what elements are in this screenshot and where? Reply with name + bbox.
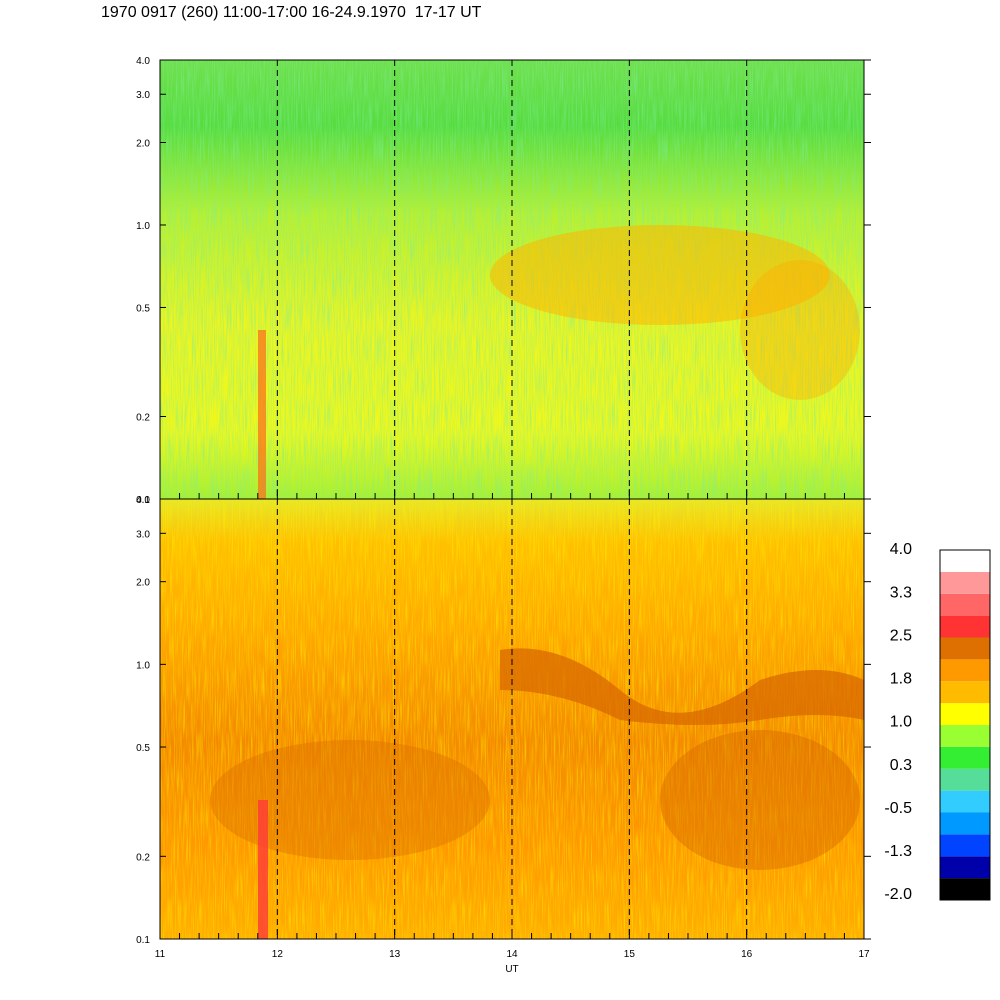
bottom-panel-dark-patch-2 <box>660 730 860 870</box>
colorbar-swatch <box>940 768 990 791</box>
x-tick-label: 14 <box>506 949 518 960</box>
y-tick-label: 3.0 <box>136 529 150 540</box>
bottom-panel-red-streak <box>258 800 268 939</box>
colorbar-label: 1.0 <box>890 714 912 731</box>
x-tick-label: 17 <box>858 949 870 960</box>
colorbar-swatch <box>940 790 990 813</box>
top-spectrogram-panel: 0.1 0.2 0.5 1.0 2.0 3.0 4.0 <box>136 56 871 506</box>
top-x-minor-ticks <box>159 489 865 499</box>
top-panel-orange-patch-2 <box>740 260 860 400</box>
top-panel-orange-patch <box>490 225 830 325</box>
plot-title: 1970 0917 (260) 11:00-17:00 16-24.9.1970… <box>101 4 482 21</box>
bottom-hour-marker-lines <box>276 499 748 939</box>
colorbar-labels: 4.0 3.3 2.5 1.8 1.0 0.3 -0.5 -1.3 -2.0 <box>884 541 912 903</box>
x-tick-label: 15 <box>624 949 636 960</box>
colorbar-swatch <box>940 812 990 835</box>
colorbar-swatch <box>940 659 990 682</box>
colorbar-swatch <box>940 703 990 725</box>
x-axis-title: UT <box>505 964 518 975</box>
colorbar-label: 2.5 <box>890 627 912 644</box>
colorbar-frame <box>939 549 991 901</box>
colorbar-swatch <box>940 725 990 747</box>
colorbar-label: -2.0 <box>884 886 912 903</box>
x-tick-label: 13 <box>389 949 401 960</box>
y-tick-label: 3.0 <box>136 90 150 101</box>
y-tick-label: 0.2 <box>136 413 150 424</box>
y-tick-label: 1.0 <box>136 221 150 232</box>
colorbar-label: 4.0 <box>890 541 912 558</box>
x-tick-label: 12 <box>272 949 284 960</box>
bottom-spectrogram-panel: 0.1 0.2 0.5 1.0 2.0 3.0 4.0 11 12 13 14 15 16 17 UT <box>136 495 871 975</box>
bottom-panel-dark-band <box>500 648 864 725</box>
y-tick-label: 4.0 <box>136 495 150 506</box>
colorbar-swatch <box>940 593 990 616</box>
bottom-x-axis: 11 12 13 14 15 16 17 <box>155 929 870 960</box>
colorbar-swatch <box>940 681 990 704</box>
y-tick-label: 0.5 <box>136 303 150 314</box>
y-tick-label: 0.1 <box>136 495 150 506</box>
y-tick-label: 4.0 <box>136 56 150 67</box>
bottom-panel-frame <box>159 498 865 940</box>
y-tick-label: 1.0 <box>136 660 150 671</box>
colorbar-swatch <box>940 571 990 594</box>
colorbar-swatch <box>940 834 990 857</box>
y-tick-label: 0.1 <box>136 935 150 946</box>
colorbar-swatch <box>940 878 990 900</box>
colorbar-swatch <box>940 856 990 879</box>
colorbar-label: -0.5 <box>884 800 912 817</box>
top-panel-red-streak <box>258 330 266 499</box>
y-tick-label: 2.0 <box>136 578 150 589</box>
y-tick-label: 0.5 <box>136 743 150 754</box>
colorbar-label: 1.8 <box>890 671 912 688</box>
colorbar-swatch <box>940 746 990 769</box>
colorbar-label: 3.3 <box>890 584 912 601</box>
bottom-panel-dark-patch <box>210 740 490 860</box>
colorbar-label: 0.3 <box>890 757 912 774</box>
y-tick-label: 0.2 <box>136 852 150 863</box>
y-tick-label: 2.0 <box>136 138 150 149</box>
colorbar-swatch <box>940 550 990 572</box>
x-tick-label: 11 <box>155 949 166 960</box>
colorbar-label: -1.3 <box>884 843 912 860</box>
colorbar-swatch <box>940 637 990 660</box>
colorbar-swatch <box>940 615 990 638</box>
top-hour-marker-lines <box>276 60 748 499</box>
colorbar <box>939 549 991 901</box>
x-tick-label: 16 <box>741 949 753 960</box>
